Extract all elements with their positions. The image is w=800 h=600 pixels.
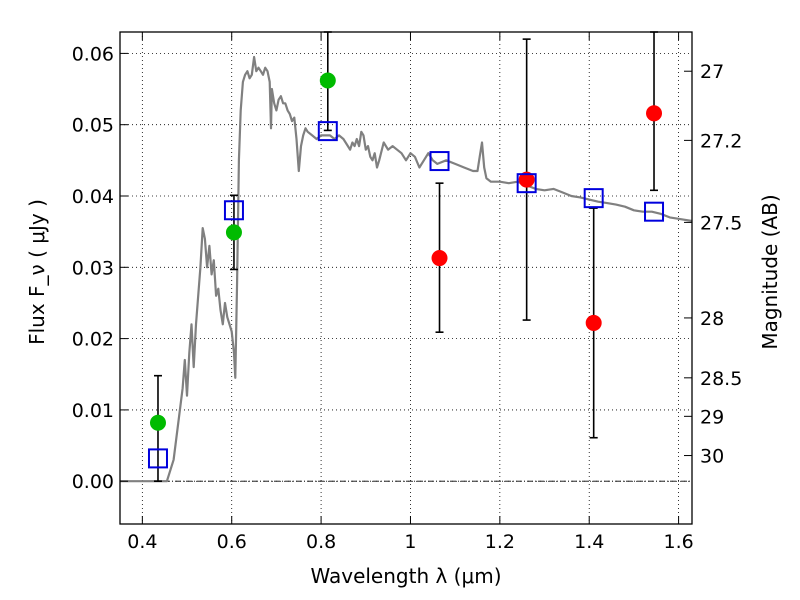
right-tick-label: 30 [700,446,724,468]
right-tick-labels: 27 27.2 27.5 28 28.5 29 30 [700,61,742,467]
grid-lines [120,32,692,524]
x-tick-label: 0.6 [217,531,247,553]
right-axis-label: Magnitude (AB) [758,194,782,349]
model-point [429,151,450,172]
model-point [516,173,537,194]
x-tick-labels: 0.4 0.6 0.8 1 1.2 1.4 1.6 [127,531,693,553]
x-tick-label: 1.6 [663,531,693,553]
observed-point [646,105,663,122]
right-tick-label: 27 [700,61,724,83]
y-tick-labels: 0.00 0.01 0.02 0.03 0.04 0.05 0.06 [72,43,114,493]
error-bars [153,31,659,483]
x-axis-label: Wavelength λ (μm) [310,564,501,588]
right-tick-label: 27.5 [700,212,742,234]
model-point [223,200,244,221]
observed-point [518,171,535,188]
y-axis-label: Flux F_ν ( μJy ) [25,199,49,345]
model-point [317,121,338,142]
observed-point [319,72,336,89]
model-point [644,201,665,222]
y-tick-label: 0.02 [72,329,114,351]
observed-points [149,72,663,431]
y-tick-label: 0.00 [72,471,114,493]
tick-marks [120,32,692,524]
observed-point [431,250,448,267]
y-tick-label: 0.06 [72,43,114,65]
model-point [583,188,604,209]
x-tick-label: 1 [404,531,416,553]
model-spectrum-layer [120,55,693,483]
y-tick-label: 0.04 [72,186,114,208]
right-tick-label: 28 [700,308,724,330]
observed-point [585,314,602,331]
x-tick-label: 0.4 [127,531,157,553]
x-tick-label: 1.4 [574,531,604,553]
model-point [147,448,168,469]
x-tick-label: 0.8 [306,531,336,553]
plot-frame [119,31,693,525]
y-tick-label: 0.05 [72,115,114,137]
observed-point [149,414,166,431]
y-tick-label: 0.03 [72,257,114,279]
model-points [147,121,665,469]
model-spectrum-line [120,55,693,483]
observed-point [225,224,242,241]
y-tick-label: 0.01 [72,400,114,422]
right-tick-label: 27.2 [700,130,742,152]
x-tick-label: 1.2 [485,531,515,553]
right-tick-label: 28.5 [700,368,742,390]
right-tick-label: 29 [700,406,724,428]
